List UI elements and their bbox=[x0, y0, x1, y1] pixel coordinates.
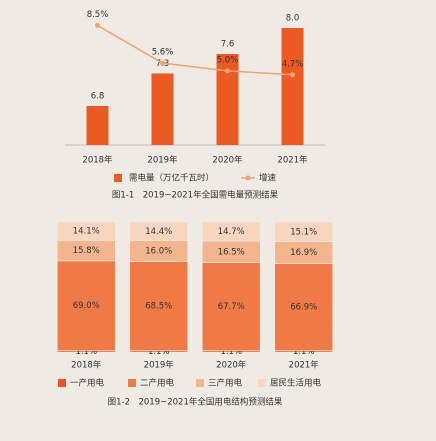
legend-swatch bbox=[258, 379, 266, 387]
legend-swatch bbox=[114, 174, 122, 182]
value-label: 14.1% bbox=[73, 227, 100, 237]
legend-label: 居民生活用电 bbox=[270, 378, 322, 389]
value-label: 69.0% bbox=[73, 301, 100, 311]
value-label: 1.1% bbox=[293, 347, 315, 357]
x-tick-label: 2018年 bbox=[82, 155, 113, 166]
bar-segment bbox=[56, 221, 116, 241]
bar-segment bbox=[274, 263, 334, 351]
value-label: 15.8% bbox=[73, 246, 100, 256]
legend-label: 三产用电 bbox=[208, 378, 243, 389]
growth-point bbox=[160, 60, 165, 66]
value-label: 1.1% bbox=[148, 347, 170, 357]
growth-point bbox=[95, 22, 100, 28]
legend-swatch bbox=[128, 379, 136, 387]
growth-line bbox=[97, 24, 293, 76]
legend-label: 二产用电 bbox=[140, 378, 175, 389]
x-tick-label: 2021年 bbox=[277, 155, 308, 166]
legend-label: 增速 bbox=[259, 173, 277, 184]
x-tick-label: 2020年 bbox=[212, 155, 243, 166]
x-tick-label: 2021年 bbox=[289, 360, 320, 371]
value-label: 14.4% bbox=[145, 227, 172, 237]
caption: 图1-1 2019~2021年全国需电量预测结果 bbox=[112, 190, 279, 201]
value-label: 16.9% bbox=[290, 248, 317, 258]
legend-label: 需电量（万亿千瓦时） bbox=[129, 173, 214, 184]
bar-segment bbox=[201, 221, 261, 242]
value-label: 16.0% bbox=[145, 247, 172, 257]
value-label: 15.1% bbox=[290, 227, 317, 237]
bar bbox=[216, 54, 239, 145]
x-tick-label: 2019年 bbox=[147, 155, 178, 166]
legend-label: 一产用电 bbox=[70, 378, 105, 389]
bar-segment bbox=[201, 262, 261, 351]
value-label: 67.7% bbox=[218, 302, 245, 312]
growth-point bbox=[225, 68, 230, 74]
x-tick-label: 2019年 bbox=[144, 360, 175, 371]
value-label: 16.5% bbox=[218, 247, 245, 257]
value-label: 14.7% bbox=[218, 227, 245, 237]
bar-segment bbox=[274, 221, 334, 242]
value-label: 8.0 bbox=[286, 14, 300, 24]
growth-point bbox=[290, 72, 295, 78]
value-label: 66.9% bbox=[290, 303, 317, 313]
bar-segment bbox=[56, 260, 116, 351]
legend-swatch bbox=[245, 175, 251, 181]
bar bbox=[86, 106, 109, 145]
value-label: 1.1% bbox=[75, 347, 97, 357]
value-label: 4.7% bbox=[282, 59, 304, 69]
legend-swatch bbox=[58, 379, 66, 387]
value-label: 5.0% bbox=[217, 55, 239, 65]
bar bbox=[281, 28, 304, 145]
value-label: 6.8 bbox=[91, 92, 105, 102]
x-tick-label: 2018年 bbox=[71, 360, 102, 371]
bar-segment bbox=[129, 221, 189, 242]
value-label: 8.5% bbox=[87, 10, 109, 20]
value-label: 7.6 bbox=[221, 40, 235, 50]
value-label: 68.5% bbox=[145, 302, 172, 312]
legend-swatch bbox=[196, 379, 204, 387]
value-label: 5.6% bbox=[152, 48, 174, 58]
x-tick-label: 2020年 bbox=[216, 360, 247, 371]
caption: 图1-2 2019~2021年全国用电结构预测结果 bbox=[108, 397, 283, 408]
bar bbox=[151, 73, 174, 145]
value-label: 1.1% bbox=[220, 347, 242, 357]
